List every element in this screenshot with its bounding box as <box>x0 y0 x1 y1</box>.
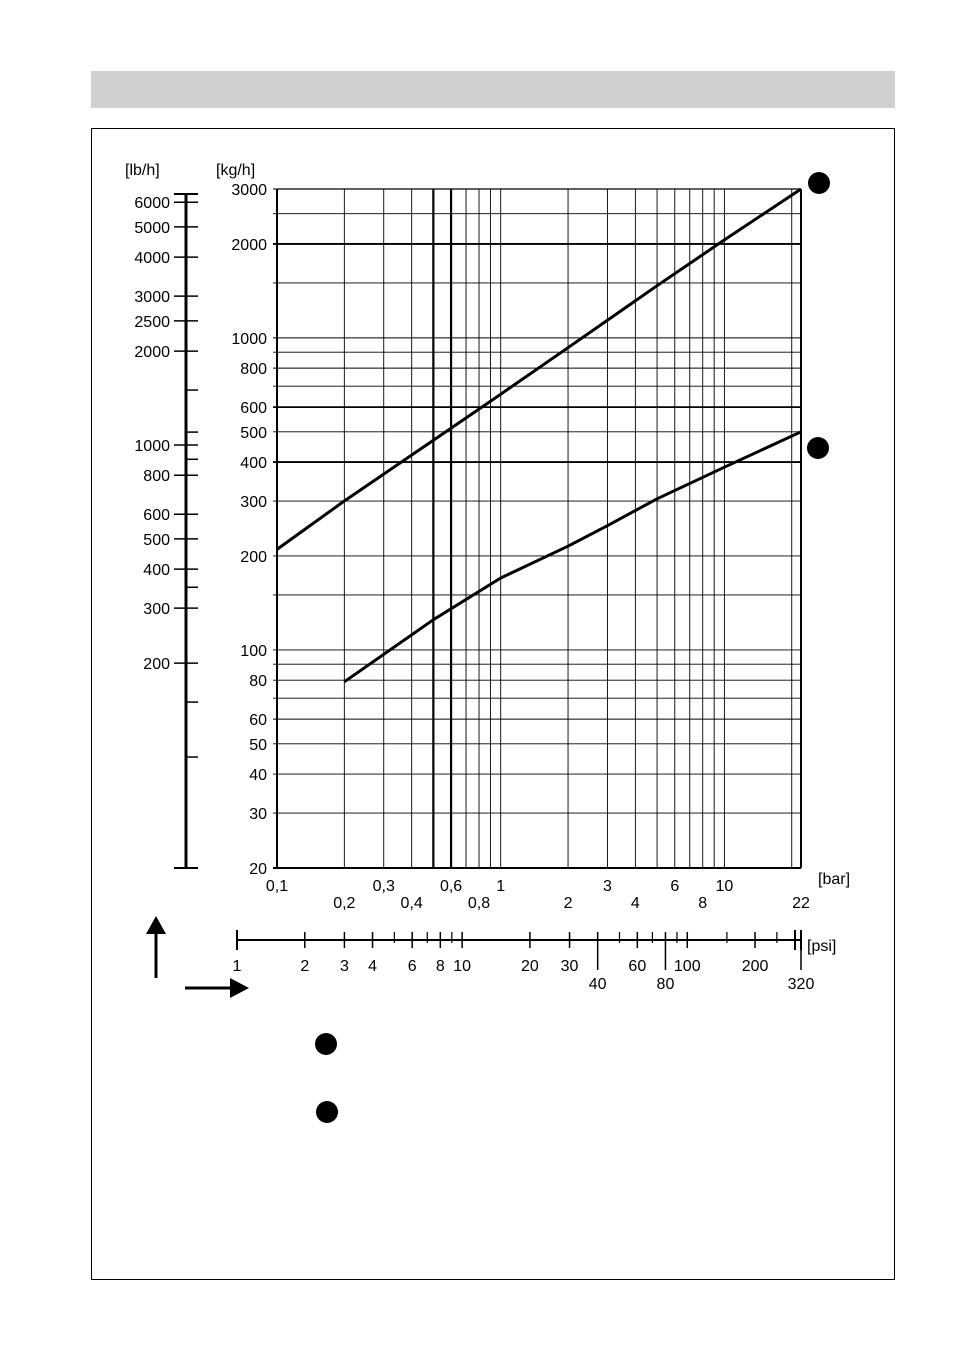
axes <box>174 193 802 970</box>
y-tick-label: 30 <box>249 806 267 823</box>
up-arrow-icon <box>146 916 166 978</box>
y-tick-label: 2000 <box>231 237 267 254</box>
series-line-2 <box>343 430 802 684</box>
x-tick-label-upper: 10 <box>716 878 734 895</box>
psi-tick-label-upper: 200 <box>742 958 769 975</box>
lbh-tick-label: 200 <box>143 656 170 673</box>
psi-tick-label-upper: 20 <box>521 958 539 975</box>
y-tick-label: 60 <box>249 712 267 729</box>
psi-tick-label-upper: 100 <box>674 958 701 975</box>
psi-tick-label-upper: 4 <box>368 958 377 975</box>
y-tick-label: 100 <box>240 643 267 660</box>
x-tick-label-lower: 22 <box>792 895 810 912</box>
lbh-tick-label: 800 <box>143 468 170 485</box>
x-tick-label-upper: 0,6 <box>440 878 462 895</box>
lbh-tick-label: 2500 <box>134 314 170 331</box>
tick-labels: 3000200010008006005004003002001008060504… <box>134 182 814 993</box>
y-tick-label: 500 <box>240 425 267 442</box>
lbh-tick-label: 2000 <box>134 344 170 361</box>
x-tick-label-upper: 1 <box>496 878 505 895</box>
lbh-tick-label: 600 <box>143 507 170 524</box>
x-tick-label-upper: 6 <box>670 878 679 895</box>
y-tick-label: 80 <box>249 673 267 690</box>
grid <box>273 188 802 869</box>
lbh-tick-label: 6000 <box>134 195 170 212</box>
lbh-tick-label: 3000 <box>134 289 170 306</box>
lbh-tick-label: 300 <box>143 601 170 618</box>
y-tick-label: 1000 <box>231 331 267 348</box>
x-tick-label-lower: 0,8 <box>468 895 490 912</box>
psi-tick-label-upper: 3 <box>340 958 349 975</box>
x-tick-label-upper: 0,3 <box>373 878 395 895</box>
y-tick-label: 300 <box>240 494 267 511</box>
markers <box>315 172 830 1123</box>
y-tick-label: 20 <box>249 861 267 878</box>
filled-circle-marker <box>316 1101 338 1123</box>
x-tick-label-upper: 3 <box>603 878 612 895</box>
psi-tick-label-upper: 6 <box>408 958 417 975</box>
x-tick-label-lower: 8 <box>698 895 707 912</box>
x-tick-label-lower: 0,2 <box>333 895 355 912</box>
unit-label-lbh: [lb/h] <box>125 162 160 179</box>
series-line-1 <box>276 187 802 551</box>
lbh-tick-label: 400 <box>143 562 170 579</box>
unit-label-kgh: [kg/h] <box>216 162 255 179</box>
psi-tick-label-upper: 30 <box>561 958 579 975</box>
filled-circle-marker <box>808 172 830 194</box>
lbh-tick-label: 5000 <box>134 220 170 237</box>
x-tick-label-lower: 0,4 <box>401 895 423 912</box>
psi-tick-label-upper: 1 <box>233 958 242 975</box>
psi-tick-label-upper: 10 <box>453 958 471 975</box>
filled-circle-marker <box>315 1033 337 1055</box>
chart-frame <box>91 128 895 1280</box>
unit-label-psi: [psi] <box>807 938 836 955</box>
y-tick-label: 40 <box>249 767 267 784</box>
y-tick-label: 400 <box>240 455 267 472</box>
header-band <box>91 71 895 108</box>
right-arrow-icon <box>185 978 249 998</box>
lbh-tick-label: 4000 <box>134 250 170 267</box>
series-lines <box>276 187 802 684</box>
psi-tick-label-lower: 80 <box>657 976 675 993</box>
y-tick-label: 200 <box>240 549 267 566</box>
unit-label-bar: [bar] <box>818 871 850 888</box>
psi-tick-label-upper: 2 <box>300 958 309 975</box>
lbh-tick-label: 500 <box>143 532 170 549</box>
psi-tick-label-upper: 60 <box>628 958 646 975</box>
psi-tick-label-lower: 320 <box>788 976 815 993</box>
psi-tick-label-lower: 40 <box>589 976 607 993</box>
x-tick-label-lower: 2 <box>564 895 573 912</box>
y-tick-label: 50 <box>249 737 267 754</box>
filled-circle-marker <box>807 437 829 459</box>
x-tick-label-upper: 0,1 <box>266 878 288 895</box>
psi-tick-label-upper: 8 <box>436 958 445 975</box>
y-tick-label: 600 <box>240 400 267 417</box>
y-tick-label: 3000 <box>231 182 267 199</box>
y-tick-label: 800 <box>240 361 267 378</box>
lbh-tick-label: 1000 <box>134 438 170 455</box>
x-tick-label-lower: 4 <box>631 895 640 912</box>
